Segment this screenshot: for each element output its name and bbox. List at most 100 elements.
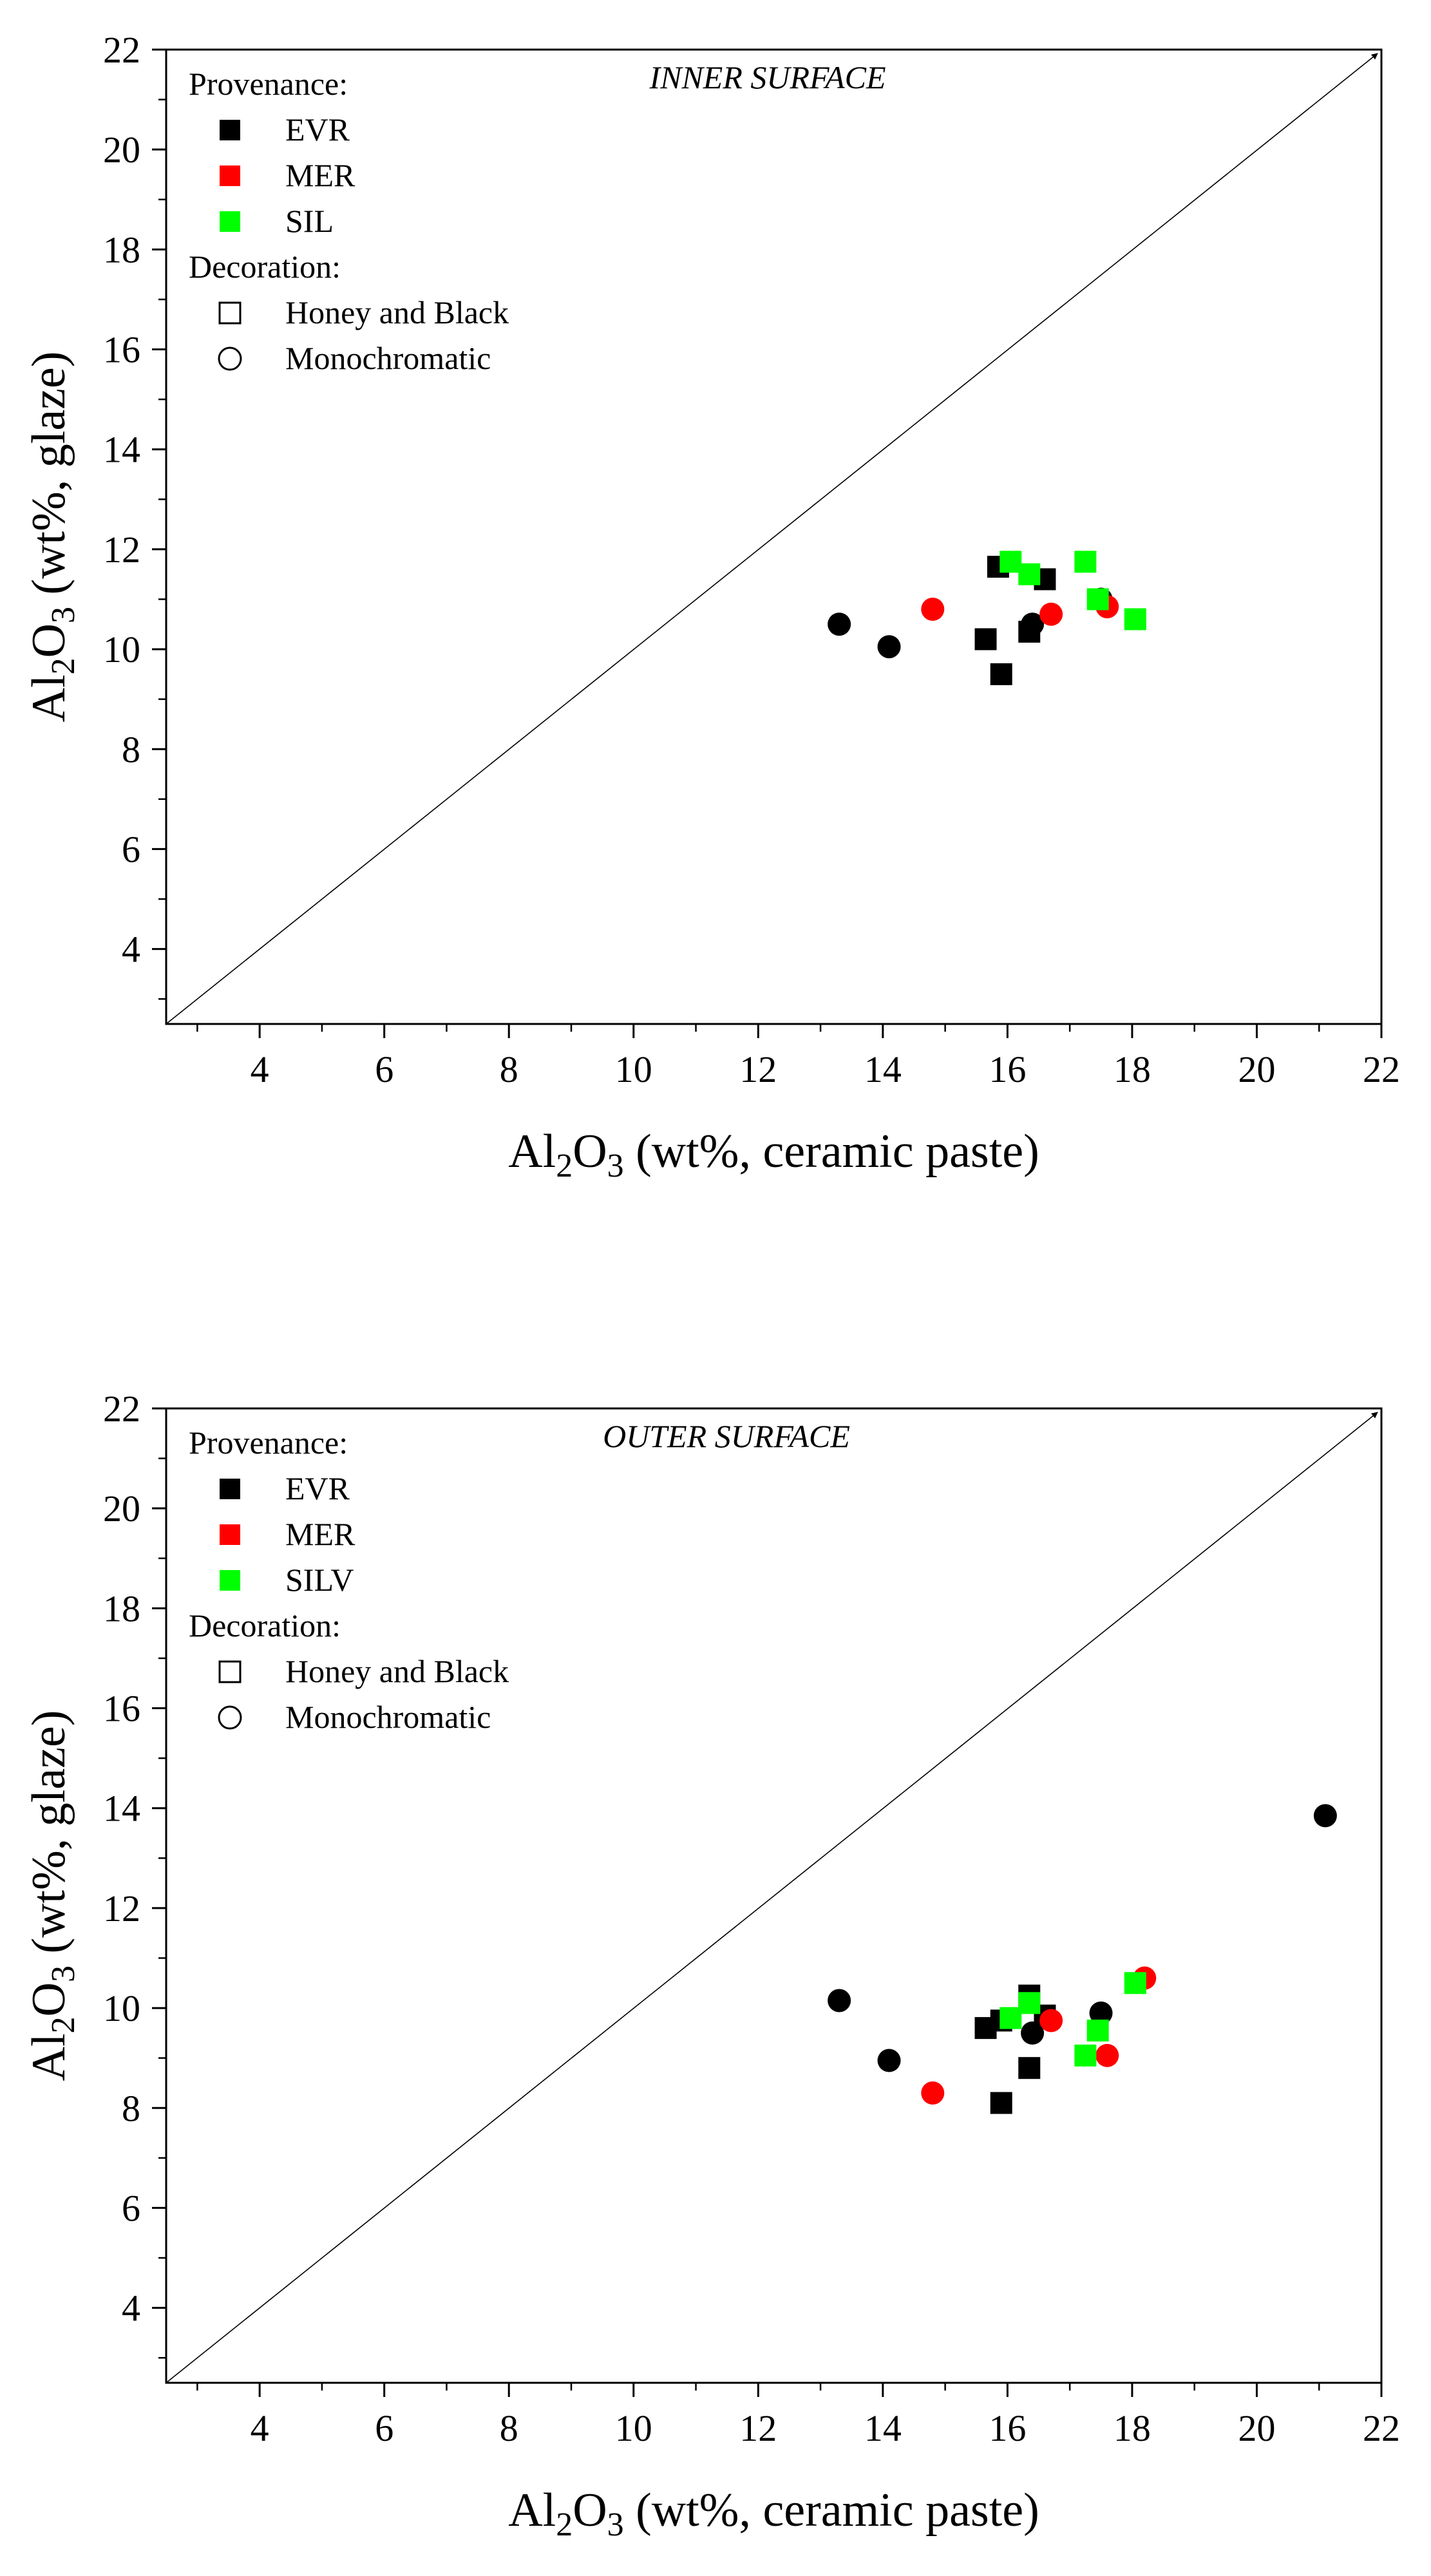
- data-point-evr-circle: [1021, 612, 1045, 636]
- x-tick-label: 20: [1238, 2407, 1275, 2449]
- y-tick-label: 12: [103, 1888, 140, 1929]
- legend-label-mer: MER: [285, 1516, 355, 1552]
- data-point-evr-circle: [1021, 2021, 1045, 2045]
- data-point-evr-circle: [1089, 2001, 1113, 2025]
- x-tick-label: 4: [251, 1048, 269, 1090]
- y-tick-label: 22: [103, 1388, 140, 1430]
- y-tick-label: 4: [122, 2287, 140, 2329]
- data-point-sil-square: [1086, 588, 1109, 611]
- plot-frame: [165, 48, 1383, 1025]
- x-tick-label: 16: [989, 2407, 1026, 2449]
- y-tick-label: 18: [103, 229, 140, 270]
- y-tick-label: 8: [122, 2087, 140, 2129]
- legend-label-sil: SIL: [285, 203, 334, 239]
- legend-decoration-heading: Decoration:: [189, 249, 341, 285]
- x-tick-label: 4: [251, 2407, 269, 2449]
- legend-provenance-heading: Provenance:: [189, 1425, 348, 1461]
- data-point-sil-square: [1018, 563, 1041, 585]
- identity-line: [166, 53, 1378, 1025]
- legend-label-silv: SILV: [285, 1562, 354, 1598]
- data-point-sil-square: [1074, 551, 1097, 573]
- legend-marker-square: [218, 301, 242, 325]
- y-tick-label: 20: [103, 129, 140, 171]
- panel-title: OUTER SURFACE: [603, 1418, 850, 1454]
- x-tick-label: 8: [500, 1048, 518, 1090]
- x-tick-label: 14: [864, 1048, 902, 1090]
- x-tick-label: 18: [1114, 2407, 1151, 2449]
- data-point-evr-circle: [828, 612, 851, 636]
- inner-surface-chart: 4 6 8 10 12 14 16 18 20 22 4 6 8 10 12 14 16 18 20 22 Al2O3 …: [23, 29, 1400, 1184]
- legend-swatch-silv: [220, 1570, 240, 1591]
- y-tick-label: 16: [103, 329, 140, 371]
- x-tick-label: 22: [1363, 2407, 1400, 2449]
- data-point-mer-circle: [1039, 2009, 1063, 2032]
- legend-swatch-sil: [220, 211, 240, 232]
- legend-label-evr: EVR: [285, 1470, 350, 1506]
- legend-decoration-heading: Decoration:: [189, 1607, 341, 1643]
- legend-swatch-mer: [220, 166, 240, 186]
- y-tick-label: 10: [103, 1987, 140, 2029]
- y-tick-label: 12: [103, 529, 140, 571]
- y-tick-label: 22: [103, 29, 140, 71]
- y-tick-label: 20: [103, 1488, 140, 1530]
- y-tick-label: 10: [103, 629, 140, 670]
- legend-marker-circle: [218, 346, 242, 371]
- data-point-silv-square: [1074, 2044, 1097, 2067]
- legend-swatch-evr: [220, 1479, 240, 1499]
- legend-label-mer: MER: [285, 157, 355, 193]
- legend-swatch-evr: [220, 120, 240, 140]
- data-point-evr-square: [974, 628, 997, 650]
- data-point-sil-square: [1000, 551, 1022, 573]
- x-tick-label: 20: [1238, 1048, 1275, 1090]
- x-tick-label: 10: [615, 1048, 652, 1090]
- legend-label-honey-and-black: Honey and Black: [285, 294, 509, 330]
- x-tick-label: 14: [864, 2407, 902, 2449]
- legend-label-monochromatic: Monochromatic: [285, 340, 491, 376]
- y-tick-label: 14: [103, 1788, 140, 1830]
- outer-surface-chart: 4 6 8 10 12 14 16 18 20 22 4 6 8 10 12 14 16 18 20 22 Al2O3 …: [23, 1388, 1400, 2543]
- y-tick-label: 18: [103, 1587, 140, 1629]
- y-tick-label: 4: [122, 929, 140, 971]
- y-axis-label: Al2O3 (wt%, glaze): [23, 1710, 82, 2081]
- x-tick-label: 12: [739, 1048, 777, 1090]
- x-tick-label: 16: [989, 1048, 1026, 1090]
- y-tick-label: 14: [103, 429, 140, 471]
- x-tick-label: 10: [615, 2407, 652, 2449]
- legend-provenance-heading: Provenance:: [189, 66, 348, 102]
- data-point-evr-square: [1018, 2057, 1041, 2079]
- panel-title: INNER SURFACE: [649, 59, 886, 95]
- data-point-sil-square: [1124, 608, 1146, 630]
- x-tick-label: 18: [1114, 1048, 1151, 1090]
- data-point-silv-square: [1124, 1972, 1146, 1994]
- data-point-evr-circle: [828, 1989, 851, 2012]
- data-point-evr-square: [990, 2092, 1012, 2114]
- y-tick-label: 16: [103, 1688, 140, 1730]
- data-point-evr-circle: [1313, 1804, 1337, 1828]
- x-tick-label: 6: [375, 2407, 393, 2449]
- x-axis-label: Al2O3 (wt%, ceramic paste): [508, 2484, 1039, 2543]
- data-point-mer-circle: [1039, 602, 1063, 626]
- legend-marker-square: [218, 1660, 242, 1683]
- data-point-mer-circle: [1095, 2043, 1119, 2067]
- x-tick-label: 12: [739, 2407, 777, 2449]
- legend-label-honey-and-black: Honey and Black: [285, 1653, 509, 1689]
- legend-label-monochromatic: Monochromatic: [285, 1699, 491, 1735]
- data-point-silv-square: [1018, 1992, 1041, 2014]
- legend-label-evr: EVR: [285, 111, 350, 147]
- data-point-mer-circle: [921, 598, 945, 621]
- identity-line: [166, 1412, 1378, 2383]
- data-point-silv-square: [1086, 2019, 1109, 2041]
- data-point-evr-square: [990, 663, 1012, 685]
- data-point-mer-circle: [921, 2081, 945, 2105]
- x-tick-label: 22: [1363, 1048, 1400, 1090]
- plot-frame: [165, 1407, 1383, 2384]
- y-axis-label: Al2O3 (wt%, glaze): [23, 352, 82, 723]
- y-tick-label: 6: [122, 2187, 140, 2229]
- x-axis-label: Al2O3 (wt%, ceramic paste): [508, 1125, 1039, 1184]
- x-tick-label: 6: [375, 1048, 393, 1090]
- data-point-evr-circle: [877, 2049, 901, 2072]
- data-point-silv-square: [1000, 2007, 1022, 2029]
- y-tick-label: 6: [122, 828, 140, 870]
- legend-swatch-mer: [220, 1524, 240, 1545]
